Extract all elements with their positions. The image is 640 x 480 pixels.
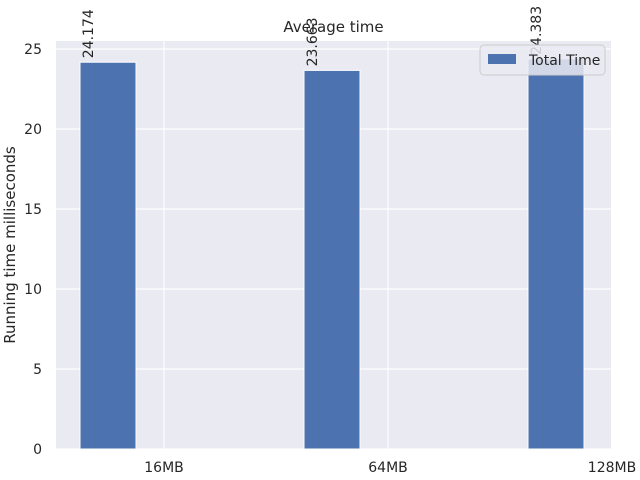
- legend-box: [479, 44, 606, 76]
- x-tick-label: 64MB: [368, 460, 408, 476]
- x-tick-label: 16MB: [144, 460, 184, 476]
- y-tick-label: 20: [24, 122, 42, 138]
- y-tick-label: 15: [24, 202, 42, 218]
- chart-title: Average time: [283, 18, 383, 36]
- bar-labels: 24.174 23.663 24.383: [81, 6, 545, 67]
- y-tick-label: 10: [24, 282, 42, 298]
- bar: [527, 58, 585, 450]
- x-tick-labels: 16MB 64MB 128MB: [144, 460, 636, 476]
- y-tick-label: 25: [24, 42, 42, 58]
- bar-value-label: 23.663: [305, 17, 321, 66]
- legend-swatch: [488, 54, 516, 64]
- x-gridlines: [163, 41, 613, 449]
- y-axis-label: Running time milliseconds: [1, 146, 19, 344]
- y-tick-labels: 0 5 10 15 20 25: [24, 42, 42, 458]
- legend: Total Time: [479, 44, 606, 76]
- bar: [303, 69, 361, 450]
- bars: [79, 58, 585, 450]
- legend-label: Total Time: [528, 53, 600, 69]
- bar: [79, 61, 137, 450]
- bar-value-label: 24.174: [81, 9, 97, 58]
- x-tick-label: 128MB: [588, 460, 636, 476]
- y-tick-label: 0: [33, 442, 42, 458]
- bar-value-label: 24.383: [529, 6, 545, 55]
- y-tick-label: 5: [33, 362, 42, 378]
